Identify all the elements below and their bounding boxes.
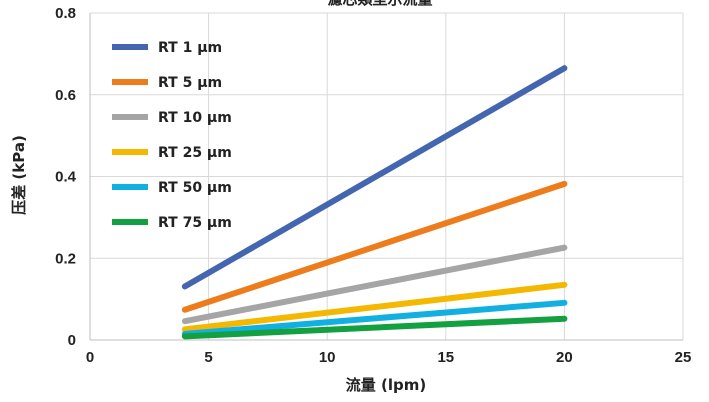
y-tick-label: 0.4 (55, 169, 77, 186)
chart-title: 濾芯類型示流量 (327, 0, 432, 8)
x-axis-title: 流量 (lpm) (346, 376, 426, 394)
x-tick-label: 25 (675, 349, 692, 366)
x-tick-label: 20 (556, 349, 573, 366)
series-layer (181, 65, 568, 340)
y-tick-label: 0.2 (55, 250, 76, 267)
legend: RT 1 µm RT 5 µm RT 10 µm RT 25 µm RT 50 µm RT… (112, 40, 232, 231)
legend-label: RT 50 µm (158, 180, 232, 196)
x-tick-label: 0 (86, 349, 94, 366)
grid-layer (90, 12, 684, 340)
legend-label: RT 10 µm (158, 110, 232, 126)
series-line (181, 180, 568, 313)
y-tick-label: 0.6 (55, 87, 76, 104)
axes-layer: 0 5 10 15 20 25 0 0.2 0.4 0.6 0.8 (55, 5, 691, 366)
legend-label: RT 1 µm (158, 40, 222, 56)
series-line (181, 315, 568, 340)
y-axis-title: 压差 (kPa) (10, 135, 28, 215)
series-line (181, 281, 568, 333)
legend-label: RT 5 µm (158, 75, 222, 91)
y-tick-label: 0 (68, 332, 76, 349)
legend-label: RT 75 µm (158, 215, 232, 231)
x-tick-label: 10 (319, 349, 336, 366)
x-tick-label: 5 (204, 349, 212, 366)
legend-label: RT 25 µm (158, 145, 232, 161)
series-line (181, 65, 568, 290)
x-tick-label: 15 (437, 349, 454, 366)
series-line (181, 244, 568, 325)
series-line (181, 299, 568, 337)
y-tick-label: 0.8 (55, 5, 76, 22)
